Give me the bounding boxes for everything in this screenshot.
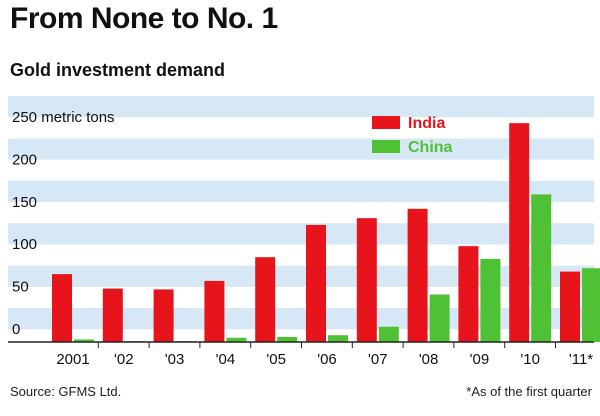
x-tick-label: '06 (317, 351, 337, 368)
bar-chart: 0 50 100 150 200 250 metric tons 2001 '02 '03 '04… (8, 96, 600, 368)
china-bar (378, 326, 399, 342)
y-tick-label: 100 (12, 236, 37, 253)
india-bar (509, 123, 530, 342)
china-bar (429, 294, 450, 342)
india-bar (255, 257, 276, 342)
india-bar (52, 274, 72, 342)
y-tick-label: 250 metric tons (12, 109, 115, 126)
x-tick-label: '08 (419, 351, 439, 368)
china-bar (226, 337, 247, 342)
x-tick-label: '03 (165, 351, 185, 368)
x-tick-label: 2001 (56, 351, 89, 368)
footnote: *As of the first quarter (466, 384, 592, 399)
y-tick-label: 0 (12, 321, 20, 338)
x-tick-label: '05 (266, 351, 286, 368)
source-note: Source: GFMS Ltd. (10, 384, 122, 399)
china-bar (531, 194, 552, 342)
x-tick-label: '11* (569, 351, 593, 368)
y-tick-label: 200 (12, 151, 37, 168)
legend-label: India (408, 115, 445, 132)
india-bar (407, 208, 428, 342)
x-tick-label: '02 (114, 351, 134, 368)
background-band (8, 308, 594, 330)
chart-title: From None to No. 1 (10, 2, 278, 35)
x-tick-label: '07 (368, 351, 388, 368)
legend-label: China (408, 139, 453, 156)
chart-subtitle: Gold investment demand (10, 60, 226, 80)
background-band (8, 138, 594, 160)
background-band (8, 265, 594, 287)
china-bar (277, 336, 298, 342)
india-bar (204, 280, 225, 342)
y-tick-label: 150 (12, 194, 37, 211)
india-bar (356, 218, 377, 342)
china-bar (328, 335, 348, 342)
x-tick-label: '10 (520, 351, 540, 368)
background-band (8, 180, 594, 203)
india-bar (560, 271, 580, 342)
india-bar (102, 288, 123, 342)
x-tick-label: '04 (216, 351, 236, 368)
india-bar (458, 246, 479, 342)
background-band (8, 223, 594, 245)
legend-swatch (372, 116, 400, 129)
background-band (8, 96, 594, 118)
india-bar (306, 224, 326, 342)
legend-swatch (372, 140, 400, 153)
y-tick-label: 50 (12, 279, 29, 296)
china-bar (480, 258, 501, 342)
china-bar (74, 339, 94, 342)
x-tick-label: '09 (470, 351, 490, 368)
china-bar (582, 268, 600, 342)
india-bar (153, 289, 174, 342)
